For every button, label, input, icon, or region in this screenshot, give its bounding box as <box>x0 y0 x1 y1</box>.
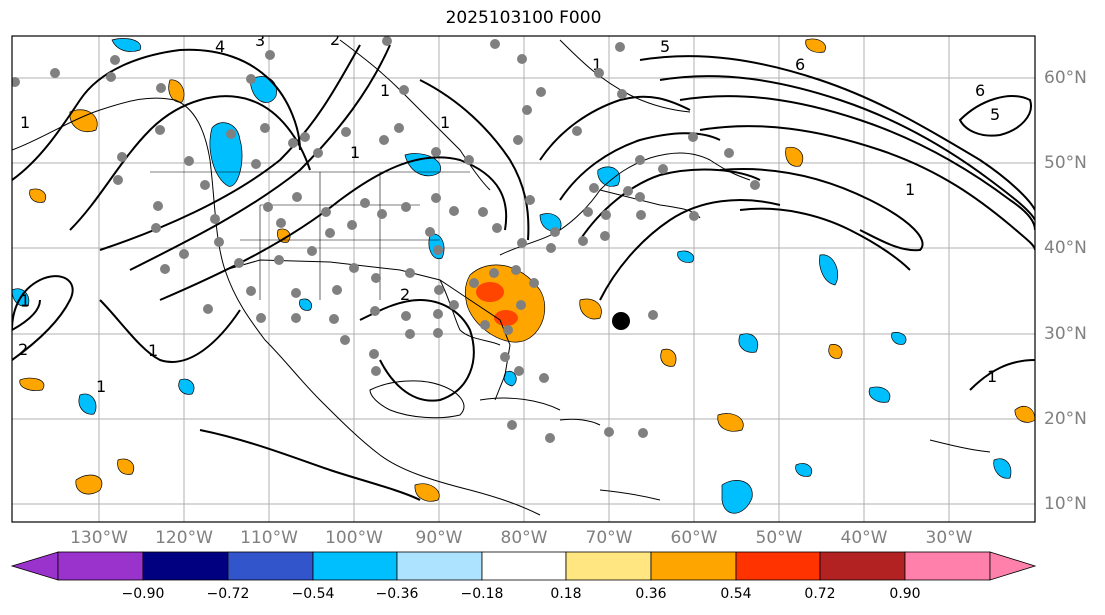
lon-label: 80°W <box>500 528 548 548</box>
lat-label: 40°N <box>1044 238 1087 258</box>
lon-label: 40°W <box>840 528 888 548</box>
lat-label: 20°N <box>1044 409 1087 429</box>
map-frame <box>11 35 1036 523</box>
lon-label: 90°W <box>415 528 463 548</box>
colorbar-tick: −0.36 <box>375 586 419 602</box>
contour-label: 2 <box>330 30 340 49</box>
lon-label: 70°W <box>585 528 633 548</box>
contour-label: 1 <box>987 367 997 386</box>
colorbar-tick: 0.36 <box>635 586 667 602</box>
contour-label: 5 <box>660 37 670 56</box>
lat-label: 50°N <box>1044 153 1087 173</box>
colorbar-tick: 0.72 <box>804 586 836 602</box>
contour-label: 1 <box>350 143 360 162</box>
contour-label: 4 <box>215 37 225 56</box>
contour-labels: 1 2 3 4 5 6 1 1 1 1 2 1 1 5 1 6 2 1 1 <box>18 30 1000 396</box>
lon-label: 130°W <box>70 528 128 548</box>
cool-anomaly-fill <box>12 38 1012 514</box>
colorbar <box>10 551 1037 581</box>
contour-label: 3 <box>255 31 265 50</box>
colorbar-tick: −0.54 <box>291 586 335 602</box>
contour-label: 5 <box>990 105 1000 124</box>
map-title: 2025103100 F000 <box>445 8 602 28</box>
contour-label: 2 <box>18 340 28 359</box>
lon-label: 110°W <box>240 528 298 548</box>
lat-label: 60°N <box>1044 68 1087 88</box>
storm-center-marker <box>612 312 630 330</box>
colorbar-tick: 0.90 <box>889 586 921 602</box>
contour-label: 2 <box>400 285 410 304</box>
station-markers <box>12 36 760 443</box>
lon-label: 100°W <box>325 528 383 548</box>
contour-lines <box>12 44 1035 501</box>
contour-label: 1 <box>148 341 158 360</box>
colorbar-tick: −0.90 <box>121 586 165 602</box>
colorbar-tick: 0.18 <box>550 586 582 602</box>
contour-label: 1 <box>20 291 30 310</box>
colorbar-tick: −0.72 <box>206 586 250 602</box>
colorbar-tick: −0.18 <box>460 586 504 602</box>
strong-warm-core <box>476 282 518 326</box>
lon-label: 120°W <box>155 528 213 548</box>
contour-label: 1 <box>905 180 915 199</box>
lon-label: 50°W <box>755 528 803 548</box>
contour-label: 6 <box>795 55 805 74</box>
contour-label: 6 <box>975 81 985 100</box>
contour-label: 1 <box>380 81 390 100</box>
lon-label: 30°W <box>925 528 973 548</box>
colorbar-tick: 0.54 <box>720 586 752 602</box>
contour-label: 1 <box>20 113 30 132</box>
contour-label: 1 <box>96 377 106 396</box>
contour-label: 1 <box>592 55 602 74</box>
lat-label: 30°N <box>1044 324 1087 344</box>
lon-label: 60°W <box>670 528 718 548</box>
lat-label: 10°N <box>1044 494 1087 514</box>
contour-label: 1 <box>440 113 450 132</box>
